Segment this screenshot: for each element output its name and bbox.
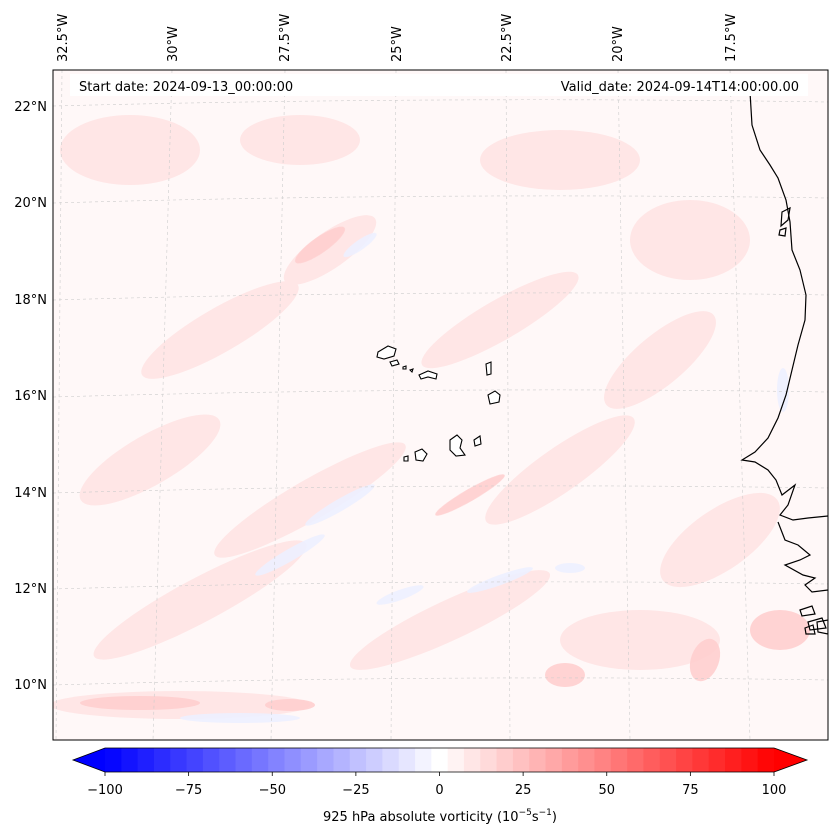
colorbar-title: 925 hPa absolute vorticity (10−5s−1): [323, 808, 557, 825]
latitude-ticks: 22°N 20°N 18°N 16°N 14°N 12°N 10°N: [14, 100, 47, 693]
colorbar-step: [202, 748, 220, 772]
valid-date-label: Valid_date: 2024-09-14T14:00:00.00: [561, 80, 799, 95]
longitude-ticks: 32.5°W 30°W 27.5°W 25°W 22.5°W 20°W 17.5…: [56, 14, 739, 62]
lat-tick: 12°N: [14, 582, 47, 597]
colorbar-step: [284, 748, 302, 772]
colorbar-step: [659, 748, 677, 772]
colorbar-min-extend-arrow: [73, 748, 105, 772]
colorbar-step: [349, 748, 367, 772]
colorbar-step: [610, 748, 628, 772]
colorbar-step: [398, 748, 416, 772]
colorbar-step: [137, 748, 155, 772]
lat-tick: 20°N: [14, 196, 47, 211]
lon-tick: 22.5°W: [500, 14, 515, 62]
lat-tick: 16°N: [14, 389, 47, 404]
start-date-label: Start date: 2024-09-13_00:00:00: [79, 80, 293, 95]
colorbar-step: [529, 748, 547, 772]
colorbar-step: [235, 748, 253, 772]
gridlines: [53, 70, 828, 740]
lat-tick: 22°N: [14, 100, 47, 115]
map-panel: Start date: 2024-09-13_00:00:00 Valid_da…: [52, 69, 829, 741]
colorbar: −100 −75 −50 −25 0 25 50 75 100 925 hPa …: [71, 747, 809, 825]
colorbar-ticks: −100 −75 −50 −25 0 25 50 75 100: [87, 772, 786, 798]
colorbar-step: [545, 748, 563, 772]
lat-tick: 14°N: [14, 486, 47, 501]
colorbar-step: [170, 748, 188, 772]
colorbar-step: [382, 748, 400, 772]
colorbar-step: [251, 748, 269, 772]
colorbar-tick-label: −75: [175, 783, 202, 798]
colorbar-tick-label: 50: [599, 783, 616, 798]
colorbar-step: [676, 748, 694, 772]
lon-tick: 17.5°W: [724, 14, 739, 62]
colorbar-tick-label: −25: [342, 783, 369, 798]
colorbar-step: [366, 748, 383, 772]
lon-tick: 25°W: [390, 26, 405, 62]
colorbar-step: [512, 748, 530, 772]
colorbar-step: [594, 748, 612, 772]
colorbar-step: [333, 748, 351, 772]
colorbar-tick-label: 25: [515, 783, 532, 798]
colorbar-step: [186, 748, 204, 772]
colorbar-step: [153, 748, 171, 772]
vorticity-field: [53, 70, 828, 740]
colorbar-step: [578, 748, 596, 772]
colorbar-steps: [105, 748, 775, 772]
colorbar-step: [219, 748, 237, 772]
colorbar-tick-label: −50: [259, 783, 286, 798]
lon-tick: 32.5°W: [56, 14, 71, 62]
colorbar-max-extend-arrow: [774, 748, 807, 772]
colorbar-step: [268, 748, 286, 772]
colorbar-step: [105, 748, 122, 772]
colorbar-tick-label: −100: [87, 783, 123, 798]
colorbar-step: [463, 748, 481, 772]
lon-tick: 20°W: [611, 26, 626, 62]
lon-tick: 30°W: [166, 26, 181, 62]
colorbar-step: [415, 748, 432, 772]
colorbar-step: [692, 748, 710, 772]
colorbar-tick-label: 0: [435, 783, 443, 798]
colorbar-tick-label: 75: [682, 783, 699, 798]
colorbar-step: [741, 748, 759, 772]
colorbar-step: [431, 748, 449, 772]
colorbar-step: [643, 748, 661, 772]
cape-verde-islands: [376, 345, 501, 462]
colorbar-step: [725, 748, 742, 772]
colorbar-step: [496, 748, 514, 772]
colorbar-step: [300, 748, 318, 772]
colorbar-step: [627, 748, 645, 772]
colorbar-step: [447, 748, 465, 772]
header-box: [70, 74, 808, 96]
colorbar-step: [708, 748, 726, 772]
colorbar-step: [561, 748, 579, 772]
map-frame: [52, 69, 829, 741]
lon-tick: 27.5°W: [278, 14, 293, 62]
colorbar-tick-label: 100: [762, 783, 787, 798]
lat-tick: 18°N: [14, 293, 47, 308]
colorbar-step: [317, 748, 335, 772]
colorbar-step: [480, 748, 498, 772]
colorbar-step: [121, 748, 139, 772]
lat-tick: 10°N: [14, 678, 47, 693]
coastline: [740, 91, 828, 635]
colorbar-step: [757, 748, 775, 772]
